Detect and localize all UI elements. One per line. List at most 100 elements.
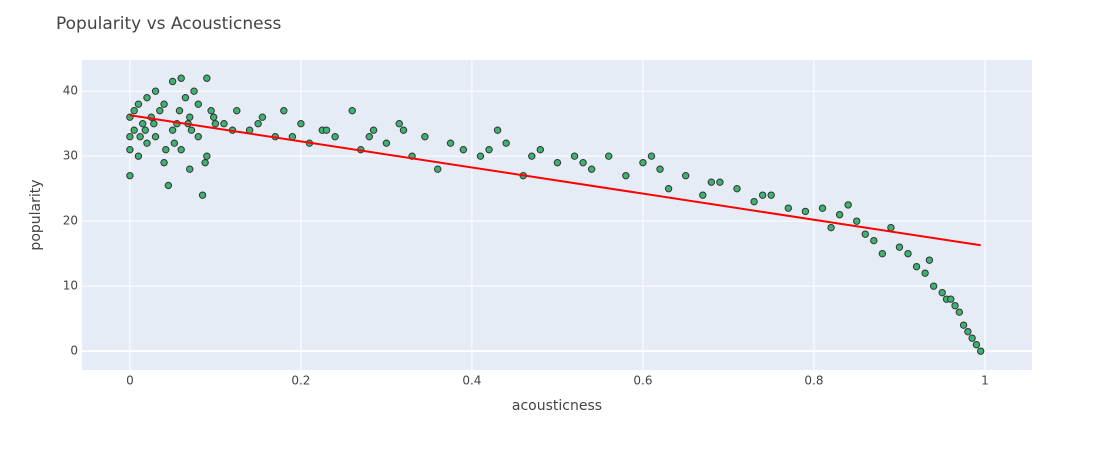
point (194, 132, 202, 141)
point (912, 262, 921, 271)
point (835, 210, 844, 219)
trend-line (129, 114, 981, 247)
point (664, 184, 673, 193)
point (143, 139, 151, 147)
point (203, 152, 211, 160)
point (177, 74, 185, 82)
point (369, 126, 378, 134)
point (168, 77, 177, 86)
y-tick-label: 0 (70, 344, 78, 358)
point (233, 106, 241, 115)
point (951, 301, 959, 310)
point (921, 269, 929, 277)
point (784, 204, 793, 212)
point (459, 145, 468, 154)
point (929, 282, 938, 290)
point (365, 132, 374, 141)
point (955, 308, 964, 316)
point (382, 139, 391, 147)
point (887, 223, 895, 232)
point (972, 340, 981, 349)
point (870, 236, 878, 245)
point (716, 178, 724, 186)
point (878, 249, 887, 258)
x-tick-label: 0.6 (633, 374, 652, 388)
point (639, 158, 647, 167)
point (130, 106, 138, 115)
point (150, 119, 158, 128)
point (976, 347, 985, 355)
point (198, 191, 207, 199)
point (136, 132, 144, 141)
x-tick-label: 0 (126, 374, 134, 388)
point (587, 165, 596, 173)
point (130, 126, 138, 134)
point (964, 327, 972, 336)
y-tick-label: 20 (63, 214, 78, 228)
point (959, 321, 968, 329)
point (126, 171, 134, 180)
point (938, 288, 946, 297)
x-axis-title: acousticness (512, 398, 602, 414)
point (485, 145, 493, 154)
point (194, 100, 202, 108)
chart-title: Popularity vs Acousticness (56, 14, 281, 34)
point (699, 191, 707, 199)
y-tick-label: 30 (63, 149, 78, 163)
point (175, 106, 184, 115)
point (164, 181, 173, 190)
point (570, 152, 579, 160)
point (861, 230, 869, 238)
point (190, 87, 198, 95)
point (201, 158, 209, 167)
point (170, 139, 179, 147)
point (160, 158, 168, 167)
x-tick-label: 0.8 (804, 374, 823, 388)
point (733, 184, 741, 193)
y-tick-label: 40 (63, 84, 78, 98)
point (579, 158, 587, 167)
point (181, 93, 190, 102)
point (134, 100, 143, 108)
point (656, 165, 664, 173)
point (844, 201, 852, 209)
point (143, 93, 151, 102)
point (605, 152, 613, 160)
point (211, 119, 220, 128)
point (493, 126, 502, 134)
point (331, 132, 339, 141)
point (853, 217, 861, 225)
x-tick-label: 1 (981, 374, 989, 388)
point (209, 113, 218, 121)
point (476, 152, 485, 160)
point (446, 139, 455, 147)
plot-area (82, 60, 1032, 370)
point (280, 106, 288, 115)
point (126, 132, 134, 141)
point (134, 152, 143, 160)
point (947, 295, 955, 303)
point (925, 256, 934, 264)
point (750, 197, 758, 206)
point (207, 106, 215, 115)
point (707, 178, 716, 186)
point (156, 106, 164, 115)
point (399, 126, 408, 134)
point (502, 139, 510, 147)
y-axis-title: popularity (28, 179, 44, 250)
point (818, 204, 827, 212)
y-tick-label: 10 (63, 279, 78, 293)
point (177, 145, 185, 154)
x-tick-label: 0.4 (462, 374, 481, 388)
point (168, 126, 177, 134)
point (904, 249, 912, 258)
point (622, 171, 630, 180)
point (767, 191, 775, 199)
point (434, 165, 442, 173)
point (895, 243, 904, 251)
point (186, 113, 194, 121)
point (162, 145, 170, 154)
point (395, 119, 403, 128)
point (758, 191, 767, 199)
